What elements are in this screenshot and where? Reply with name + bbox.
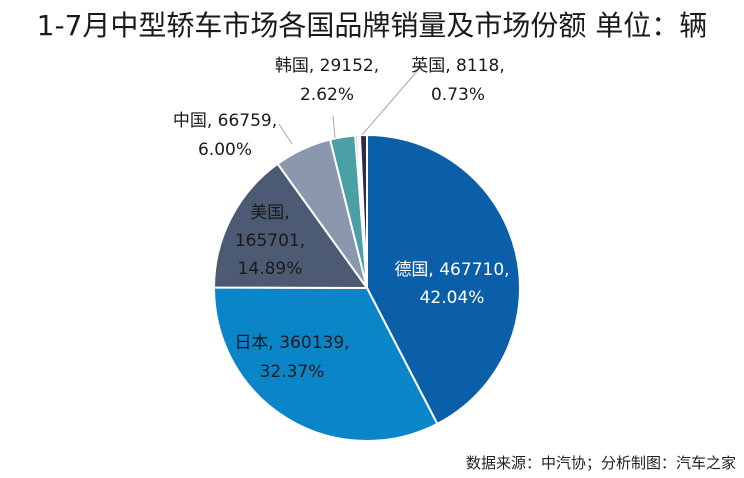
- source-note: 数据来源：中汽协；分析制图：汽车之家: [465, 454, 736, 472]
- pie-slice-1: [213, 286, 439, 442]
- pie-slice-7: [358, 133, 368, 289]
- slice-label-1-line-0: 日本, 360139,: [234, 333, 349, 353]
- slice-label-2-line-1: 165701,: [235, 231, 305, 251]
- slice-label-7-line-1: 0.73%: [431, 85, 485, 105]
- pie-slices: [212, 133, 521, 442]
- leader-line-7: [361, 69, 419, 136]
- slice-label-3-line-0: 中国, 66759,: [173, 111, 277, 131]
- pie-slice-2: [212, 162, 369, 290]
- slice-label-4-line-1: 2.62%: [300, 85, 354, 105]
- chart-title: 1-7月中型轿车市场各国品牌销量及市场份额 单位：辆: [36, 9, 708, 42]
- slice-label-7-line-0: 英国, 8118,: [411, 56, 504, 76]
- leader-lines: [278, 69, 419, 145]
- slice-labels: 德国, 467710, 42.04% 日本, 360139, 32.37% 美国, 165…: [173, 56, 510, 382]
- leader-line-4: [332, 115, 336, 139]
- slice-label-4-line-0: 韩国, 29152,: [275, 56, 379, 76]
- leader-line-3: [278, 123, 293, 145]
- slice-label-2-line-2: 14.89%: [238, 259, 303, 279]
- slice-label-2-line-0: 美国,: [250, 203, 289, 223]
- slice-label-0-line-1: 42.04%: [420, 288, 485, 308]
- slice-label-1-line-1: 32.37%: [260, 362, 325, 382]
- pie-slice-0: [366, 133, 521, 426]
- slice-label-0-line-0: 德国, 467710,: [394, 260, 509, 280]
- slice-label-3-line-1: 6.00%: [198, 140, 252, 160]
